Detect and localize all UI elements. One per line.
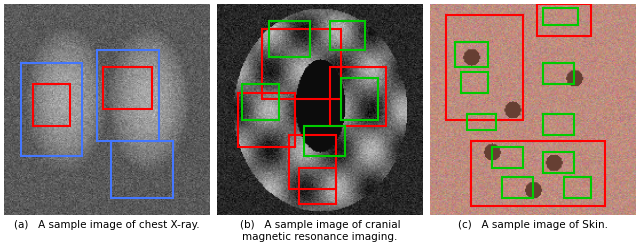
Bar — [340, 78, 378, 120]
Bar — [543, 152, 574, 173]
Bar — [103, 67, 152, 109]
Bar — [492, 147, 523, 168]
Bar — [461, 72, 488, 92]
Bar — [446, 15, 523, 120]
Bar — [543, 8, 578, 25]
Bar — [471, 141, 605, 206]
Bar — [564, 177, 591, 198]
Bar — [502, 177, 533, 198]
Bar — [300, 168, 337, 204]
Bar — [543, 114, 574, 135]
Bar — [262, 30, 340, 99]
Bar — [543, 63, 574, 84]
X-axis label: (c)   A sample image of Skin.: (c) A sample image of Skin. — [458, 220, 608, 230]
Bar — [454, 42, 488, 67]
Bar — [237, 92, 295, 147]
X-axis label: (b)   A sample image of cranial
magnetic resonance imaging.: (b) A sample image of cranial magnetic r… — [240, 220, 400, 242]
Bar — [97, 50, 159, 141]
Bar — [303, 126, 345, 156]
Bar — [20, 63, 83, 156]
Bar — [33, 84, 70, 126]
Bar — [269, 21, 310, 57]
Bar — [330, 67, 386, 126]
X-axis label: (a)   A sample image of chest X-ray.: (a) A sample image of chest X-ray. — [14, 220, 200, 230]
Bar — [289, 135, 337, 189]
Bar — [537, 4, 591, 36]
Bar — [111, 141, 173, 198]
Bar — [242, 84, 279, 120]
Bar — [467, 114, 496, 130]
Bar — [330, 21, 365, 50]
